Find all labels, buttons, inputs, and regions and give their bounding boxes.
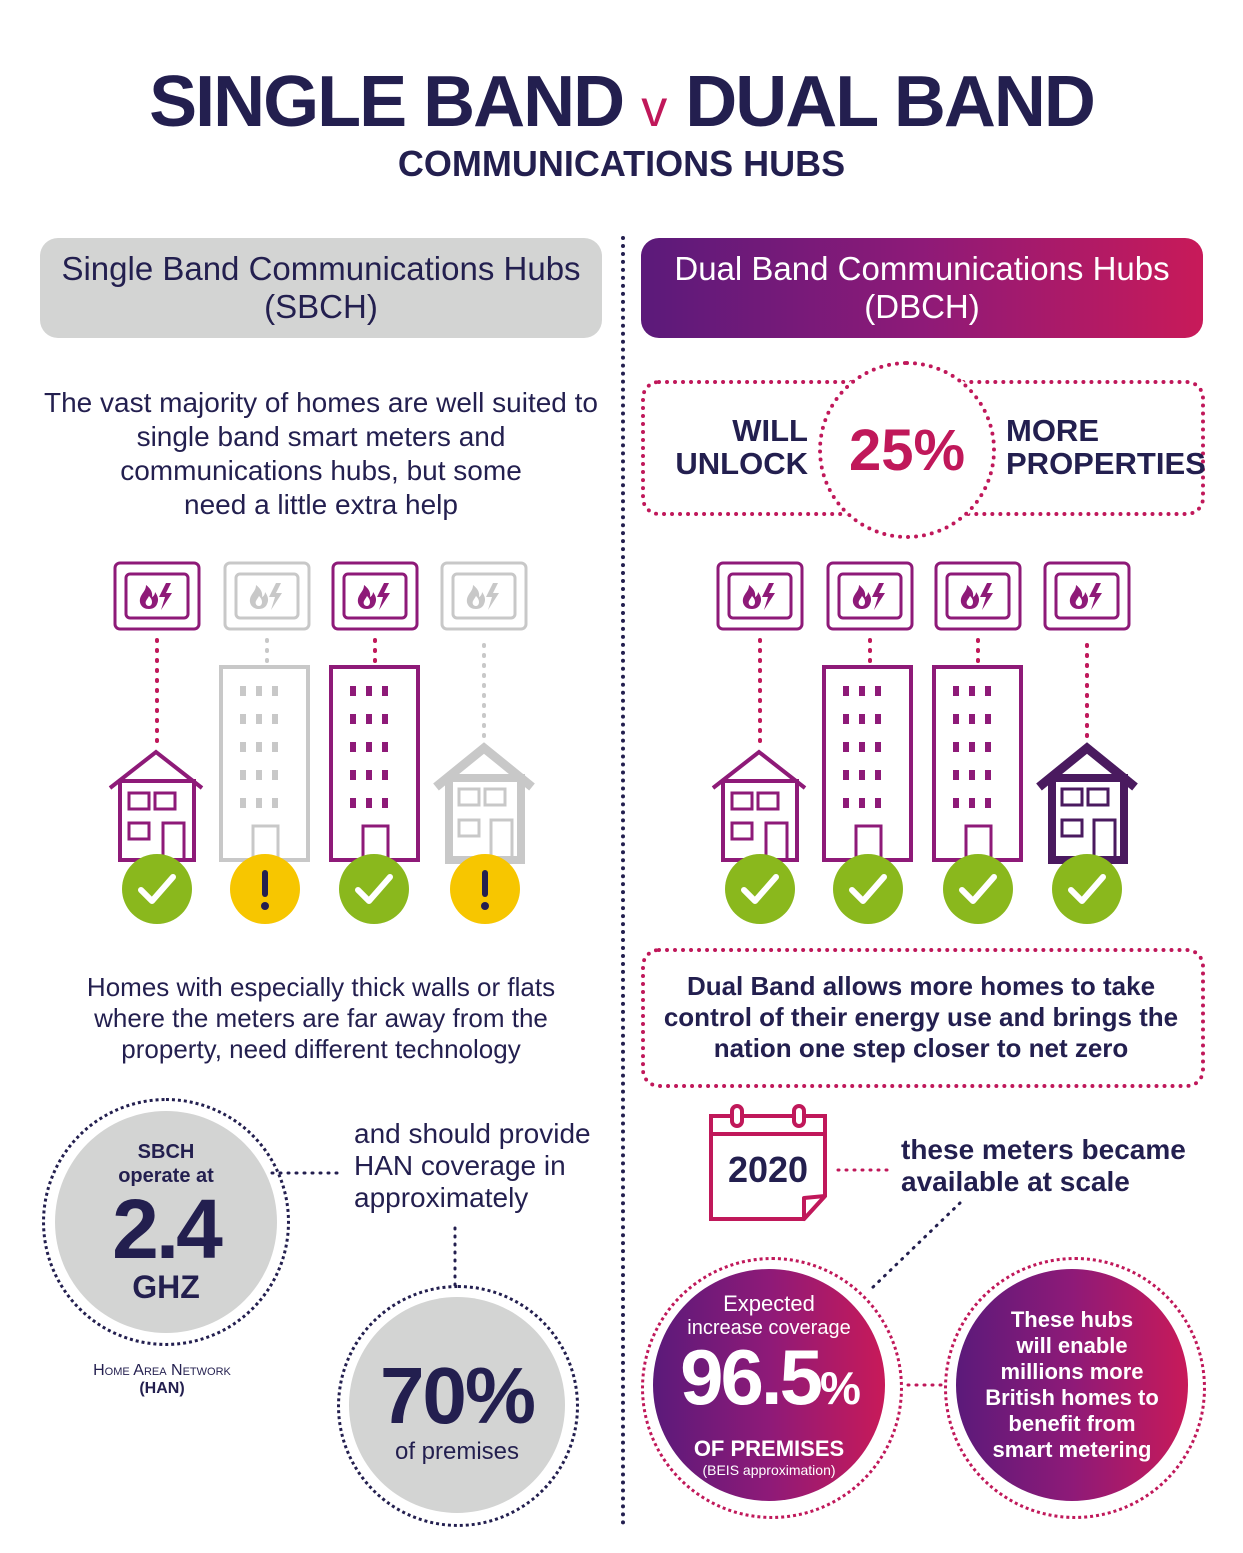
available-text-line: available at scale: [901, 1166, 1130, 1197]
dbch-flat-2: [932, 561, 1023, 862]
title-dual-band: DUAL BAND: [685, 62, 1096, 142]
sbch-intro-line: The vast majority of homes are well suit…: [43, 387, 598, 418]
benefit-line: These hubs: [1010, 1307, 1134, 1332]
expected-number: 96.5: [680, 1332, 823, 1421]
sbch-header-abbr: (SBCH): [264, 288, 378, 325]
page-title: SINGLE BAND v DUAL BAND: [0, 62, 1243, 149]
benefit-line: British homes to: [985, 1385, 1159, 1410]
han-label-text: Home Area Network: [93, 1362, 231, 1379]
title-single-band: SINGLE BAND: [149, 62, 625, 142]
dbch-header-title: Dual Band Communications Hubs: [674, 250, 1170, 287]
expected-note: (BEIS approximation): [702, 1461, 836, 1478]
unlock-properties: PROPERTIES: [1006, 446, 1206, 481]
sbch-house-1: [108, 561, 204, 862]
calendar-year: 2020: [727, 1149, 809, 1190]
dbch-flat-1: [822, 561, 914, 862]
sbch-flat-2: [329, 561, 420, 862]
calendar-icon: [709, 1104, 827, 1221]
dbch-status-check-icon: [833, 854, 903, 924]
sbch-status-check-icon: [122, 854, 192, 924]
dbch-statement-box: [641, 948, 1205, 1088]
benefit-line: smart metering: [992, 1437, 1152, 1462]
available-text-line: these meters became: [901, 1134, 1186, 1165]
sbch-status-check-icon: [339, 854, 409, 924]
unlock-percentage-circle: 25%: [818, 361, 996, 539]
unlock-will: WILL: [732, 413, 808, 448]
coverage-text-line: approximately: [354, 1182, 529, 1213]
unlock-unlock: UNLOCK: [675, 446, 808, 481]
dbch-house-2: [1036, 561, 1138, 864]
dbch-status-check-icon: [725, 854, 795, 924]
dbch-house-1: [711, 561, 807, 862]
page-subtitle: COMMUNICATIONS HUBS: [397, 143, 846, 184]
coverage-text-line: and should provide: [354, 1118, 591, 1149]
coverage-circle-outline: [337, 1285, 579, 1527]
dbch-header-abbr: (DBCH): [864, 288, 980, 325]
dbch-statement-line: Dual Band allows more homes to take: [686, 971, 1156, 1001]
dbch-header: Dual Band Communications Hubs (DBCH): [641, 238, 1203, 338]
coverage-label: of premises: [394, 1438, 520, 1465]
frequency-circle: SBCH operate at 2.4 GHZ: [55, 1111, 277, 1333]
dbch-statement-line: control of their energy use and brings t…: [663, 1002, 1179, 1032]
frequency-label: operate at: [118, 1165, 214, 1187]
coverage-value: 70%: [379, 1351, 536, 1440]
expected-premises: OF PREMISES: [693, 1435, 845, 1461]
han-label: Home Area Network (HAN): [60, 1362, 264, 1398]
dbch-statement-line: nation one step closer to net zero: [713, 1033, 1129, 1063]
benefit-circle-outline: [944, 1257, 1206, 1519]
benefit-line: millions more: [1000, 1359, 1144, 1384]
expected-percent-sign: %: [819, 1361, 861, 1414]
sbch-intro-line: communications hubs, but some: [120, 455, 522, 486]
coverage-text: and should provide HAN coverage in appro…: [354, 1118, 614, 1214]
benefit-circle: These hubs will enable millions more Bri…: [956, 1269, 1188, 1501]
sbch-intro: The vast majority of homes are well suit…: [30, 386, 612, 522]
sbch-header-title: Single Band Communications Hubs: [61, 250, 581, 287]
sbch-intro-line: need a little extra help: [184, 489, 458, 520]
benefit-line: will enable: [1016, 1333, 1128, 1358]
sbch-note-line: where the meters are far away from the: [94, 1003, 548, 1033]
expected-label: increase coverage: [687, 1316, 851, 1339]
sbch-note-line: property, need different technology: [121, 1034, 521, 1064]
column-divider: [621, 236, 625, 1526]
expected-circle: Expected increase coverage 96.5% OF PREM…: [653, 1269, 885, 1501]
sbch-header: Single Band Communications Hubs (SBCH): [40, 238, 602, 338]
sbch-house-2: [433, 561, 535, 864]
title-versus: v: [641, 80, 668, 138]
expected-circle-outline: [641, 1257, 903, 1519]
sbch-intro-line: single band smart meters and: [136, 421, 506, 452]
benefit-line: benefit from: [1008, 1411, 1136, 1436]
coverage-text-line: HAN coverage in: [354, 1150, 566, 1181]
han-abbr: (HAN): [139, 1380, 185, 1397]
meters-illustration: [108, 561, 1138, 930]
frequency-label: SBCH: [137, 1141, 195, 1163]
sbch-status-warning-icon: [230, 854, 300, 924]
sbch-note-line: Homes with especially thick walls or fla…: [86, 972, 556, 1002]
expected-label: Expected: [723, 1290, 815, 1316]
dbch-status-check-icon: [943, 854, 1013, 924]
unlock-more: MORE: [1006, 413, 1099, 448]
frequency-circle-outline: [42, 1098, 290, 1346]
unlock-percentage: 25%: [848, 417, 966, 483]
sbch-note: Homes with especially thick walls or fla…: [30, 972, 612, 1065]
sbch-status-warning-icon: [450, 854, 520, 924]
dbch-statement: Dual Band allows more homes to take cont…: [645, 971, 1197, 1064]
sbch-flat-1: [219, 561, 311, 862]
unlock-left-text: WILL UNLOCK: [650, 414, 808, 480]
expected-value: 96.5%: [680, 1338, 861, 1437]
sbch-connectors: [270, 1171, 457, 1290]
unlock-right-text: MORE PROPERTIES: [1006, 413, 1206, 481]
frequency-unit: GHZ: [132, 1269, 200, 1305]
dbch-status-check-icon: [1052, 854, 1122, 924]
coverage-circle: 70% of premises: [349, 1297, 565, 1513]
available-text: these meters became available at scale: [901, 1134, 1201, 1198]
dbch-connectors: [836, 1168, 962, 1387]
frequency-value: 2.4: [112, 1182, 223, 1276]
